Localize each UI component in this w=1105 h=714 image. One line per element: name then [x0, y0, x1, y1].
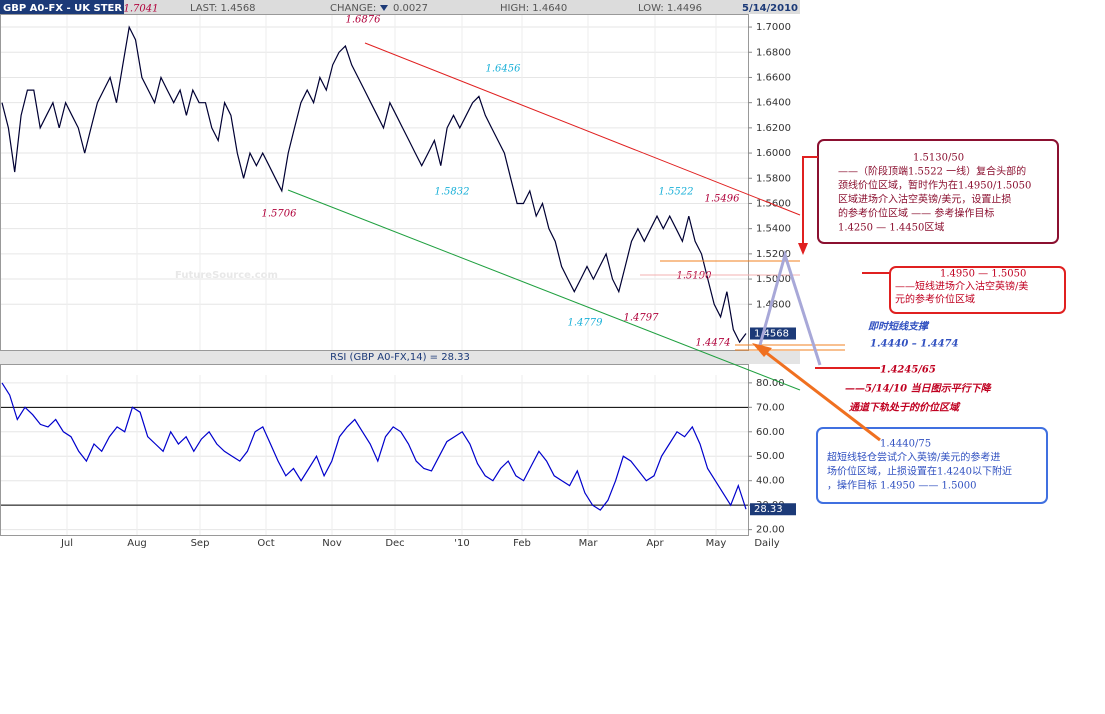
y-tick-label: 1.5400 [756, 224, 791, 235]
arrow-head [752, 343, 772, 357]
y-tick-label: 50.00 [756, 451, 785, 462]
note-box [817, 139, 1059, 244]
y-tick-label: 1.6800 [756, 47, 791, 58]
panel-title: RSI (GBP A0-FX,14) = 28.33 [330, 352, 470, 363]
last-value-box [750, 503, 796, 516]
y-tick-label: 80.00 [756, 378, 785, 389]
low: LOW: 1.4496 [638, 3, 702, 14]
arrow-head [798, 243, 808, 255]
x-tick-label: Oct [257, 538, 274, 549]
y-tick-label: 1.6000 [756, 148, 791, 159]
price-annotation: 1.4779 [568, 318, 604, 329]
change-label: CHANGE: [330, 3, 376, 14]
projection [758, 249, 822, 366]
price-frame [0, 14, 749, 351]
note-text: 即时短线支撑 [868, 321, 930, 333]
x-tick-label: Jul [60, 538, 73, 549]
note-text: 1.5130/50 [913, 153, 964, 164]
last-value-label: 1.4568 [754, 328, 789, 339]
header-bar [0, 0, 800, 14]
note-text: 1.4245/65 [880, 365, 936, 376]
y-tick-label: 1.6600 [756, 72, 791, 83]
note-text: 通道下轨处于的价位区域 [849, 402, 961, 414]
note-text: 区域进场介入沽空英镑/美元，设置止损 [838, 193, 1011, 206]
price-annotation: 1.4797 [624, 313, 660, 324]
down-arrow [380, 5, 388, 11]
rsi-frame [0, 364, 749, 536]
note-text: ，操作目标 1.4950 —— 1.5000 [827, 479, 977, 492]
price-line [1, 382, 747, 511]
price-annotation: 1.5832 [435, 187, 470, 198]
x-tick-label: '10 [454, 538, 469, 549]
support-line [287, 189, 801, 391]
y-tick-label: 20.00 [756, 525, 785, 536]
note-text: 1.4440 – 1.4474 [870, 339, 959, 350]
note-text: 超短线轻仓尝试介入英镑/美元的参考进 [827, 451, 1000, 464]
x-tick-label: May [706, 538, 727, 549]
arrow [759, 346, 881, 442]
date: 5/14/2010 [742, 3, 798, 14]
price-annotation: 1.7041 [124, 4, 159, 15]
y-tick-label: 1.5600 [756, 198, 791, 209]
price-annotation: 1.4474 [696, 338, 731, 349]
y-tick-label: 60.00 [756, 427, 785, 438]
note-text: 1.4440/75 [880, 439, 931, 450]
price-annotation: 1.6876 [346, 15, 382, 26]
x-tick-label: Aug [127, 538, 147, 549]
x-tick-label: Dec [385, 538, 404, 549]
change: 0.0027 [393, 3, 428, 14]
rsi-title-bar [0, 351, 800, 364]
last: LAST: 1.4568 [190, 3, 256, 14]
x-tick-label: Nov [322, 538, 342, 549]
y-tick-label: 1.5000 [756, 274, 791, 285]
note-text: ——5/14/10 当日图示平行下降 [845, 383, 993, 395]
note-text: ——（阶段顶端1.5522 一线）复合头部的 [838, 165, 1026, 178]
note-text: 颈线价位区域，暂时作为在1.4950/1.5050 [838, 179, 1031, 192]
note-text: 1.4950 — 1.5050 [940, 269, 1026, 280]
price-line [1, 25, 747, 344]
x-tick-label: Sep [191, 538, 210, 549]
x-tick-label: Feb [513, 538, 531, 549]
x-tick-label: Mar [579, 538, 599, 549]
y-tick-label: 1.6200 [756, 123, 791, 134]
x-tick-label: Daily [754, 538, 779, 549]
price-annotation: 1.6456 [486, 64, 522, 75]
y-tick-label: 1.5800 [756, 173, 791, 184]
note-box [816, 427, 1048, 504]
y-tick-label: 1.4800 [756, 299, 791, 310]
high: HIGH: 1.4640 [500, 3, 567, 14]
note-box [889, 266, 1066, 314]
y-tick-label: 1.6400 [756, 98, 791, 109]
price-annotation: 1.5706 [262, 209, 298, 220]
arrow [802, 156, 818, 250]
y-tick-label: 40.00 [756, 476, 785, 487]
symbol-bg [0, 0, 124, 14]
symbol: GBP A0-FX - UK STER [3, 3, 122, 14]
note-text: 1.4250 — 1.4450区域 [838, 221, 944, 234]
y-tick-label: 1.5200 [756, 249, 791, 260]
price-annotation: 1.5522 [659, 187, 694, 198]
watermark: FutureSource.com [175, 270, 278, 281]
y-tick-label: 1.7000 [756, 22, 791, 33]
note-text: 的参考价位区域 —— 参考操作目标 [838, 207, 994, 220]
note-text: 元的参考价位区域 [895, 293, 975, 306]
last-value-label: 28.33 [754, 504, 783, 515]
price-annotation: 1.5190 [677, 271, 713, 282]
note-text: ——短线进场介入沽空英镑/美 [895, 280, 1028, 293]
y-tick-label: 70.00 [756, 402, 785, 413]
price-annotation: 1.5496 [705, 194, 741, 205]
x-tick-label: Apr [646, 538, 664, 549]
resistance-line [364, 42, 801, 216]
note-text: 场价位区域，止损设置在1.4240以下附近 [827, 465, 1012, 478]
